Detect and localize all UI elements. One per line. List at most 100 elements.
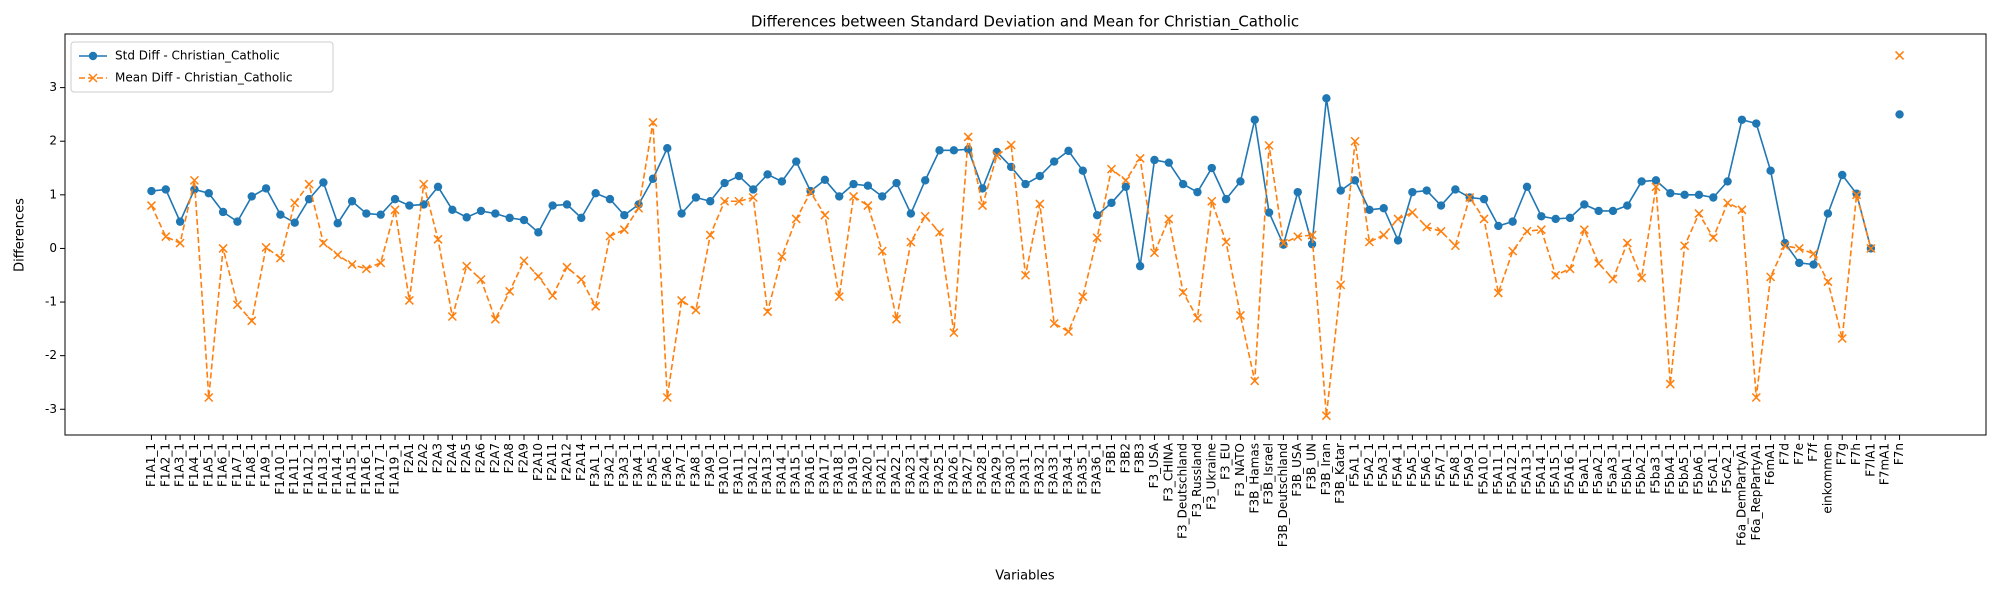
- point: [1608, 206, 1618, 216]
- x-tick-label: F3B_Israel: [1262, 443, 1276, 505]
- x-marker: [777, 251, 787, 262]
- x-tick-label: F3A18_1: [832, 443, 846, 495]
- x-marker: [1450, 241, 1460, 251]
- x-marker: [361, 264, 371, 274]
- x-marker: [1780, 241, 1790, 251]
- point: [1651, 176, 1661, 185]
- point: [677, 209, 686, 218]
- x-marker: [1149, 248, 1159, 258]
- x-tick-label: F5aA3_1: [1605, 443, 1619, 494]
- x-tick-label: F3A35_1: [1075, 443, 1089, 495]
- x-marker: [1493, 288, 1503, 298]
- x-marker: [1866, 243, 1876, 253]
- point: [863, 181, 873, 190]
- x-tick-label: F3A19_1: [846, 443, 860, 495]
- x-marker: [1665, 379, 1675, 389]
- x-tick-label: F5A9_1: [1462, 443, 1476, 487]
- x-marker: [662, 392, 672, 403]
- point: [591, 189, 600, 198]
- y-tick-label: -3: [45, 402, 57, 416]
- x-tick-label: F7n: [1892, 443, 1906, 465]
- x-tick-label: F3A34_1: [1061, 443, 1075, 495]
- x-marker: [1336, 280, 1346, 290]
- x-tick-label: F3B_Iran: [1319, 443, 1333, 495]
- legend-label: Mean Diff - Christian_Catholic: [115, 71, 292, 85]
- point: [1795, 258, 1804, 268]
- x-tick-label: F3B1: [1104, 443, 1118, 473]
- x-tick-label: F5A14_1: [1534, 443, 1548, 495]
- point: [1580, 200, 1589, 209]
- x-marker: [1020, 270, 1031, 280]
- point: [1178, 179, 1188, 189]
- point: [1064, 146, 1073, 156]
- point: [261, 184, 271, 193]
- point: [792, 157, 801, 166]
- point: [1336, 186, 1345, 195]
- point: [620, 211, 629, 220]
- x-marker: [1651, 182, 1661, 192]
- point: [1666, 189, 1675, 198]
- point: [319, 178, 328, 187]
- legend-marker: [88, 51, 98, 61]
- point: [1436, 201, 1446, 210]
- x-marker: [1852, 190, 1862, 200]
- x-axis-label: Variables: [995, 569, 1055, 584]
- x-marker: [1608, 274, 1618, 284]
- x-marker: [1436, 226, 1446, 236]
- x-marker: [934, 227, 945, 237]
- x-tick-label: F3_Deutschland: [1176, 443, 1190, 539]
- x-marker: [1465, 192, 1475, 203]
- x-tick-label: F6a_RepPartyA1: [1749, 443, 1763, 540]
- plot-frame: [64, 33, 1987, 436]
- x-marker: [189, 175, 199, 185]
- x-marker: [920, 211, 930, 221]
- point: [1723, 177, 1732, 186]
- point: [1322, 94, 1331, 103]
- x-marker: [390, 205, 400, 215]
- x-tick-label: F1A15_1: [345, 443, 359, 495]
- point: [605, 194, 615, 204]
- x-marker: [892, 314, 902, 324]
- point: [1350, 176, 1360, 185]
- x-marker: [1766, 272, 1776, 282]
- point: [763, 170, 772, 179]
- x-tick-label: F3A17_1: [817, 443, 831, 495]
- legend: Std Diff - Christian_Catholic Mean Diff -…: [70, 41, 334, 93]
- x-tick-label: F3A11_1: [731, 443, 745, 495]
- point: [1049, 157, 1059, 166]
- x-tick-label: F3B3: [1133, 443, 1147, 473]
- point: [1035, 171, 1045, 181]
- legend-box: [70, 41, 334, 93]
- point: [519, 215, 529, 225]
- x-marker: [404, 295, 414, 305]
- x-tick-label: F5cA1_1: [1706, 443, 1720, 494]
- x-tick-label: F5aA2_1: [1591, 443, 1605, 494]
- x-marker: [476, 275, 486, 285]
- point: [691, 193, 701, 202]
- point: [1293, 187, 1302, 197]
- x-marker: [963, 132, 973, 142]
- point: [1150, 155, 1159, 165]
- x-tick-label: F3_EU: [1219, 443, 1233, 480]
- point: [1422, 186, 1431, 195]
- point: [175, 217, 185, 226]
- x-marker: [992, 151, 1002, 161]
- point: [1838, 170, 1847, 180]
- x-tick-label: F2A4: [445, 443, 459, 473]
- x-marker: [1106, 164, 1117, 174]
- x-marker: [1508, 246, 1518, 256]
- x-marker: [347, 259, 357, 270]
- x-tick-label: F3A29_1: [989, 443, 1003, 495]
- point: [849, 179, 858, 189]
- x-marker: [1751, 392, 1761, 403]
- point: [892, 178, 901, 188]
- x-marker: [447, 311, 457, 322]
- point: [1078, 166, 1088, 175]
- x-tick-label: F5aA1_1: [1577, 443, 1591, 494]
- y-tick-label: -1: [45, 295, 57, 309]
- x-marker: [290, 198, 300, 208]
- x-marker: [232, 300, 242, 310]
- x-tick-label: F3A14_1: [774, 443, 788, 495]
- point: [1021, 179, 1030, 189]
- x-marker: [1250, 376, 1260, 386]
